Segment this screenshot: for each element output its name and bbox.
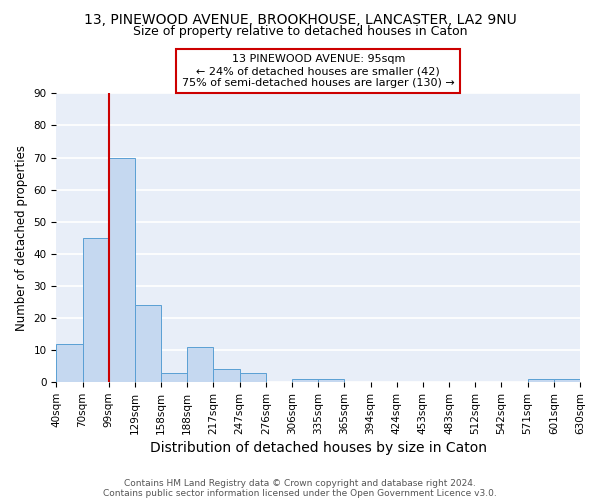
Text: Contains HM Land Registry data © Crown copyright and database right 2024.: Contains HM Land Registry data © Crown c… (124, 478, 476, 488)
Text: Size of property relative to detached houses in Caton: Size of property relative to detached ho… (133, 25, 467, 38)
Bar (56, 344, 83, 382)
Bar (554, 379, 580, 382)
Bar (83, 238, 109, 382)
Bar (318, 379, 344, 382)
Bar (161, 372, 187, 382)
X-axis label: Distribution of detached houses by size in Caton: Distribution of detached houses by size … (150, 441, 487, 455)
Bar (135, 305, 161, 382)
Bar (214, 370, 239, 382)
Bar (292, 379, 318, 382)
Y-axis label: Number of detached properties: Number of detached properties (15, 145, 28, 331)
Bar (187, 347, 214, 382)
Bar (527, 379, 554, 382)
Bar (239, 372, 266, 382)
Text: 13, PINEWOOD AVENUE, BROOKHOUSE, LANCASTER, LA2 9NU: 13, PINEWOOD AVENUE, BROOKHOUSE, LANCAST… (83, 12, 517, 26)
Bar (109, 158, 135, 382)
Text: Contains public sector information licensed under the Open Government Licence v3: Contains public sector information licen… (103, 488, 497, 498)
Text: 13 PINEWOOD AVENUE: 95sqm
← 24% of detached houses are smaller (42)
75% of semi-: 13 PINEWOOD AVENUE: 95sqm ← 24% of detac… (182, 54, 455, 88)
